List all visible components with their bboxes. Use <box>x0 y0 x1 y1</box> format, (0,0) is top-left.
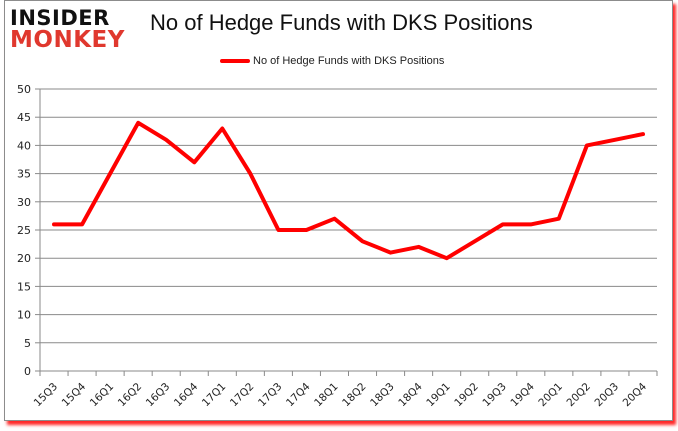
legend-label: No of Hedge Funds with DKS Positions <box>253 55 445 67</box>
y-tick-label: 40 <box>17 139 31 152</box>
x-tick-label: 20Q3 <box>593 381 622 410</box>
y-tick-label: 15 <box>17 280 31 293</box>
y-tick-label: 50 <box>17 83 31 96</box>
y-tick-label: 35 <box>17 168 31 181</box>
x-tick-label: 17Q2 <box>228 381 257 410</box>
y-tick-label: 0 <box>24 365 31 378</box>
y-tick-label: 25 <box>17 224 31 237</box>
legend-line-swatch-icon <box>220 59 250 63</box>
insider-monkey-logo: INSIDER MONKEY <box>10 7 128 53</box>
y-tick-label: 20 <box>17 252 31 265</box>
x-tick-label: 20Q2 <box>565 381 594 410</box>
x-tick-label: 18Q3 <box>368 381 397 410</box>
x-tick-label: 17Q4 <box>284 380 313 409</box>
logo-line-2: MONKEY <box>10 27 125 53</box>
x-axis-ticks: 15Q3 15Q4 16Q1 16Q2 16Q3 16Q4 17Q1 17Q2 17Q3 17Q4… <box>32 371 658 410</box>
y-axis-ticks: 0 5 10 15 20 25 30 35 40 45 50 <box>17 83 40 378</box>
x-tick-label: 17Q3 <box>256 381 285 410</box>
x-tick-label: 16Q4 <box>172 380 201 409</box>
x-tick-label: 19Q1 <box>424 381 453 410</box>
x-tick-label: 17Q1 <box>200 381 229 410</box>
y-tick-label: 30 <box>17 196 31 209</box>
legend: No of Hedge Funds with DKS Positions <box>220 54 444 68</box>
x-tick-label: 18Q4 <box>396 380 425 409</box>
x-tick-label: 18Q1 <box>312 381 341 410</box>
y-tick-label: 5 <box>24 337 31 350</box>
chart-title: No of Hedge Funds with DKS Positions <box>150 10 533 35</box>
x-tick-label: 15Q3 <box>32 381 61 410</box>
x-tick-label: 15Q4 <box>60 380 89 409</box>
x-tick-label: 18Q2 <box>340 381 369 410</box>
y-tick-label: 10 <box>17 309 31 322</box>
x-tick-label: 19Q3 <box>480 381 509 410</box>
x-tick-label: 16Q1 <box>88 381 117 410</box>
logo-line-1: INSIDER <box>10 6 110 30</box>
y-tick-label: 45 <box>17 111 31 124</box>
x-tick-label: 16Q2 <box>116 381 145 410</box>
x-tick-label: 16Q3 <box>144 381 173 410</box>
x-tick-label: 20Q4 <box>621 380 650 409</box>
x-tick-label: 19Q2 <box>452 381 481 410</box>
x-tick-label: 19Q4 <box>508 380 537 409</box>
data-line <box>52 120 645 261</box>
gridlines <box>40 88 657 344</box>
x-tick-label: 20Q1 <box>536 381 565 410</box>
